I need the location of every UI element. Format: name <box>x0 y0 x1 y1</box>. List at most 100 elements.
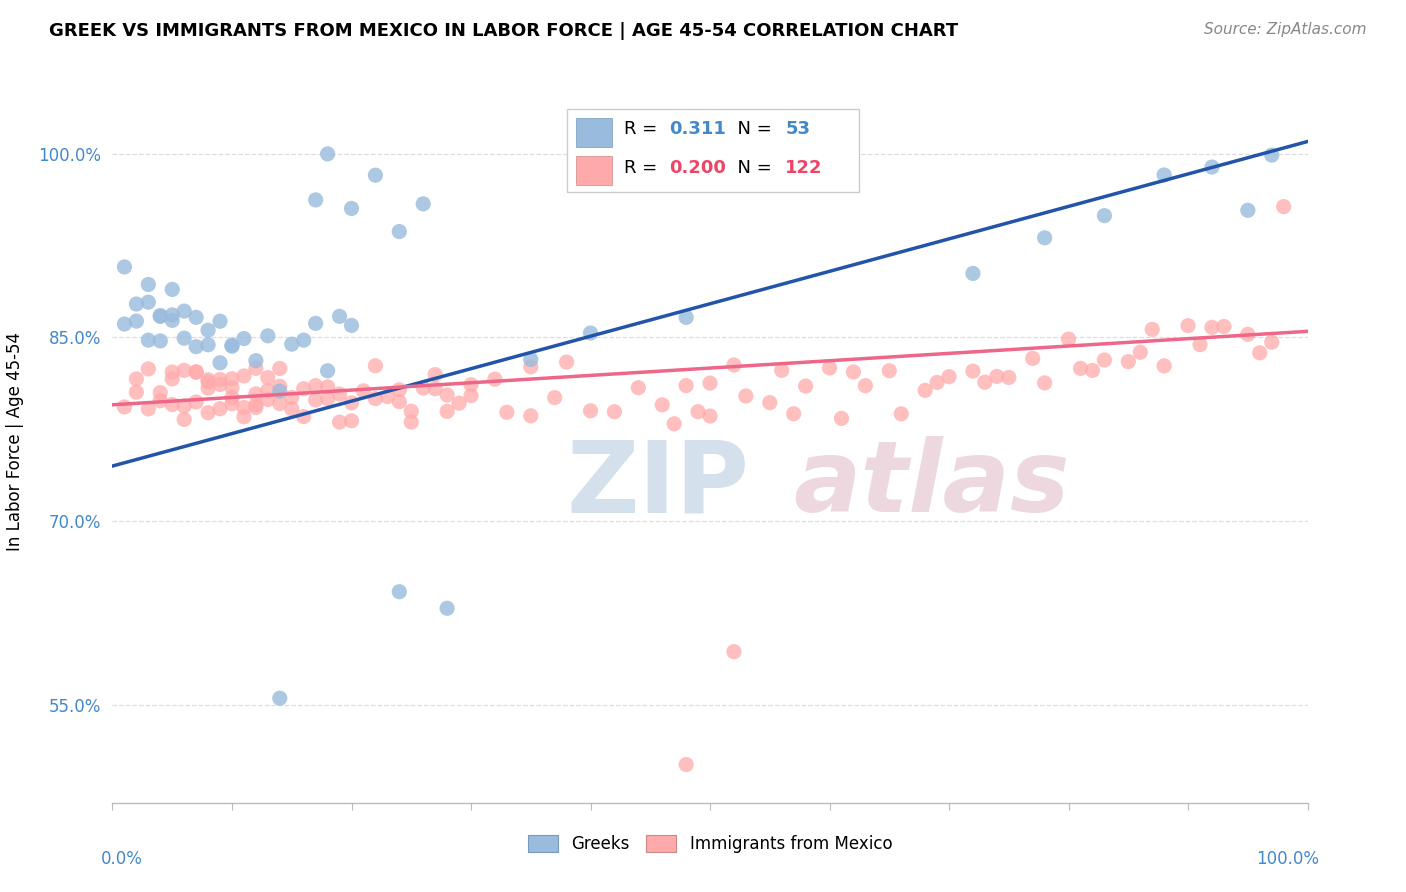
Point <box>221 372 243 386</box>
Point <box>377 390 399 404</box>
Point <box>186 395 208 409</box>
Point <box>221 381 243 395</box>
Point <box>209 377 232 392</box>
Point <box>197 323 219 337</box>
Point <box>138 362 160 376</box>
Bar <box>576 118 612 147</box>
Point <box>292 333 315 347</box>
Point <box>138 401 160 416</box>
Point <box>209 314 232 328</box>
Point <box>114 400 135 414</box>
Point <box>186 365 208 379</box>
Point <box>447 396 470 410</box>
Point <box>292 382 315 396</box>
Point <box>1237 203 1260 218</box>
Point <box>1118 354 1140 368</box>
Point <box>138 277 160 292</box>
Point <box>316 392 339 406</box>
Point <box>149 309 172 323</box>
Point <box>197 375 219 389</box>
Point <box>388 394 411 409</box>
Text: ZIP: ZIP <box>567 436 749 533</box>
Point <box>460 388 482 402</box>
Point <box>699 409 721 423</box>
Point <box>221 391 243 405</box>
Point <box>305 378 328 392</box>
Point <box>603 405 626 419</box>
Point <box>1142 322 1164 336</box>
Point <box>1261 148 1284 162</box>
Point <box>149 310 172 324</box>
Text: N =: N = <box>725 120 778 138</box>
Point <box>316 147 339 161</box>
Point <box>794 379 817 393</box>
Point <box>962 267 984 281</box>
Point <box>1022 351 1045 366</box>
Point <box>818 361 841 376</box>
FancyBboxPatch shape <box>567 109 859 193</box>
Point <box>914 384 936 398</box>
Point <box>1129 345 1152 359</box>
Point <box>782 407 804 421</box>
Point <box>855 378 877 392</box>
Point <box>173 304 195 318</box>
Point <box>197 373 219 387</box>
Point <box>149 393 172 408</box>
Point <box>257 392 280 407</box>
Point <box>162 398 183 412</box>
Point <box>197 406 219 420</box>
Point <box>484 372 506 386</box>
Text: 53: 53 <box>786 120 810 138</box>
Text: R =: R = <box>624 160 664 178</box>
Point <box>675 378 697 392</box>
Point <box>316 364 339 378</box>
Point <box>1272 200 1295 214</box>
Point <box>770 363 793 377</box>
Point <box>245 401 267 415</box>
Point <box>436 404 458 418</box>
Point <box>281 401 304 416</box>
Point <box>759 395 782 409</box>
Point <box>221 397 243 411</box>
Point <box>651 398 673 412</box>
Point <box>1033 376 1056 390</box>
Point <box>125 314 148 328</box>
Point <box>221 338 243 352</box>
Point <box>388 225 411 239</box>
Point <box>1249 346 1271 360</box>
Point <box>138 295 160 310</box>
Point <box>1177 318 1199 333</box>
Point <box>269 384 291 398</box>
Bar <box>576 156 612 185</box>
Point <box>305 317 328 331</box>
Text: Source: ZipAtlas.com: Source: ZipAtlas.com <box>1204 22 1367 37</box>
Point <box>1201 320 1223 334</box>
Point <box>938 369 960 384</box>
Point <box>1201 160 1223 174</box>
Point <box>233 368 256 383</box>
Point <box>125 297 148 311</box>
Point <box>388 383 411 397</box>
Point <box>735 389 758 403</box>
Point <box>986 369 1008 384</box>
Point <box>125 385 148 400</box>
Point <box>555 355 578 369</box>
Point <box>149 385 172 400</box>
Point <box>401 415 423 429</box>
Point <box>209 356 232 370</box>
Text: 0.200: 0.200 <box>669 160 727 178</box>
Point <box>149 334 172 348</box>
Point <box>257 384 280 398</box>
Point <box>831 411 853 425</box>
Text: R =: R = <box>624 120 664 138</box>
Point <box>162 372 183 386</box>
Point <box>579 404 602 418</box>
Point <box>460 377 482 392</box>
Point <box>879 364 901 378</box>
Point <box>269 691 291 706</box>
Point <box>138 333 160 347</box>
Point <box>412 381 434 395</box>
Text: GREEK VS IMMIGRANTS FROM MEXICO IN LABOR FORCE | AGE 45-54 CORRELATION CHART: GREEK VS IMMIGRANTS FROM MEXICO IN LABOR… <box>49 22 959 40</box>
Point <box>245 353 267 368</box>
Point <box>162 308 183 322</box>
